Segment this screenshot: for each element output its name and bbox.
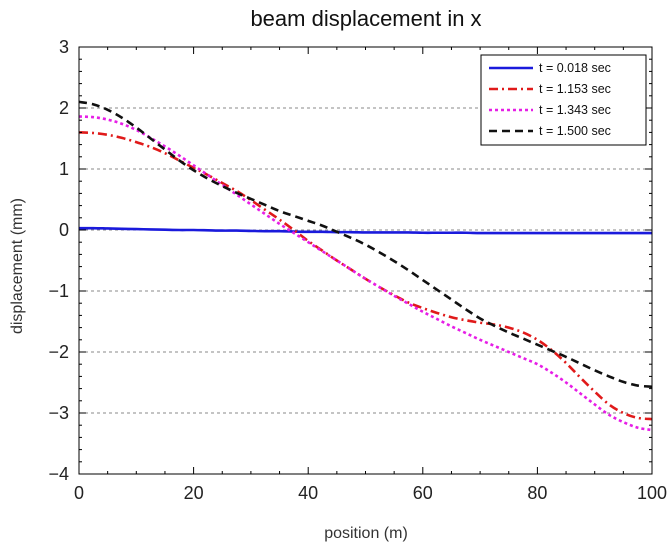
x-tick-label: 60 (413, 483, 433, 503)
y-tick-label: −3 (48, 403, 69, 423)
y-tick-label: −1 (48, 281, 69, 301)
legend: t = 0.018 sec t = 1.153 sec t = 1.343 sec t… (480, 54, 647, 146)
x-tick-label: 100 (637, 483, 667, 503)
y-tick-label: 2 (59, 98, 69, 118)
y-tick-label: −2 (48, 342, 69, 362)
legend-label: t = 1.343 sec (539, 103, 611, 117)
axis-ticks: 0 20 40 60 80 100 −4 −3 −2 −1 0 1 2 3 (48, 37, 667, 503)
x-tick-label: 0 (74, 483, 84, 503)
y-tick-label: −4 (48, 464, 69, 484)
legend-label: t = 0.018 sec (539, 61, 611, 75)
legend-label: t = 1.500 sec (539, 124, 611, 138)
series-layer (78, 100, 653, 432)
legend-label: t = 1.153 sec (539, 82, 611, 96)
y-tick-label: 1 (59, 159, 69, 179)
x-tick-label: 20 (184, 483, 204, 503)
x-tick-label: 40 (298, 483, 318, 503)
chart-title: beam displacement in x (250, 6, 481, 31)
x-axis-label: position (m) (324, 525, 408, 542)
series-line-3 (78, 115, 653, 432)
y-tick-label: 0 (59, 220, 69, 240)
y-tick-label: 3 (59, 37, 69, 57)
y-axis-label: displacement (mm) (9, 198, 26, 334)
series-line-1 (78, 226, 652, 235)
x-tick-label: 80 (527, 483, 547, 503)
series-line-2 (78, 131, 653, 421)
